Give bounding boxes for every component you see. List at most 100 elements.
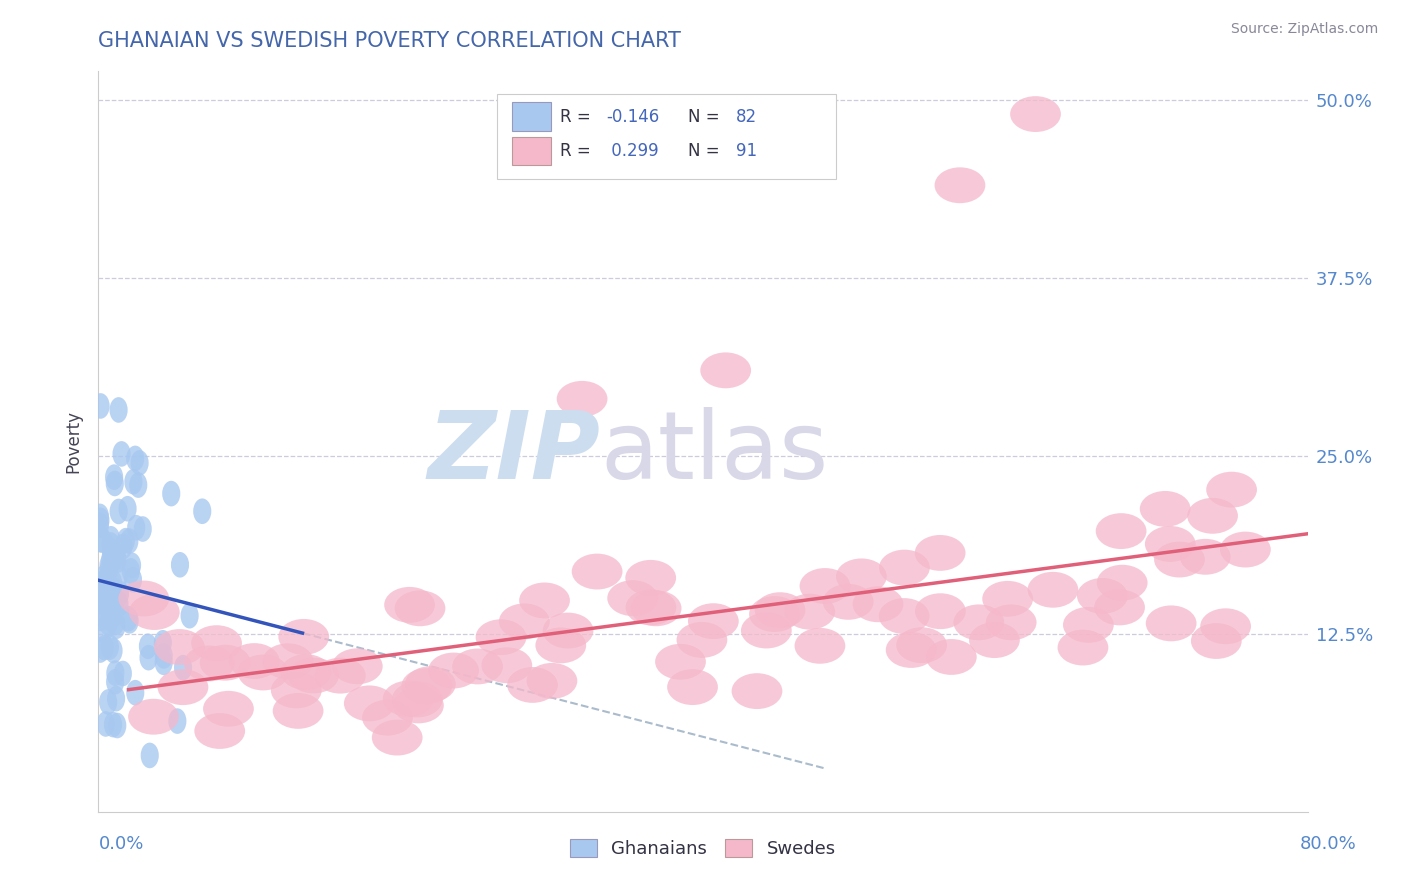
Ellipse shape [105,669,124,695]
Text: R =: R = [561,108,596,126]
Ellipse shape [134,516,152,541]
Ellipse shape [519,582,569,618]
Ellipse shape [499,604,550,640]
Ellipse shape [953,605,1004,640]
Ellipse shape [278,619,329,655]
Ellipse shape [103,538,121,564]
Ellipse shape [91,508,110,533]
Text: 82: 82 [735,108,756,126]
Ellipse shape [141,743,159,768]
Ellipse shape [1144,526,1195,562]
Ellipse shape [453,648,503,684]
Ellipse shape [98,690,117,714]
Ellipse shape [101,533,120,558]
Ellipse shape [1187,498,1237,533]
FancyBboxPatch shape [498,94,837,178]
Ellipse shape [280,654,332,690]
Ellipse shape [91,512,110,538]
Ellipse shape [394,688,444,723]
Ellipse shape [536,627,586,664]
Ellipse shape [800,568,851,604]
Ellipse shape [139,633,157,659]
Ellipse shape [97,711,115,737]
Y-axis label: Poverty: Poverty [65,410,83,473]
Ellipse shape [1010,96,1062,132]
Ellipse shape [96,591,114,616]
Ellipse shape [475,619,526,655]
Ellipse shape [429,653,479,689]
Ellipse shape [1191,624,1241,659]
Ellipse shape [983,581,1033,616]
Ellipse shape [572,554,623,590]
Ellipse shape [124,567,142,592]
Ellipse shape [1201,608,1251,644]
FancyBboxPatch shape [512,137,551,165]
Ellipse shape [108,713,127,739]
Ellipse shape [91,504,110,529]
Ellipse shape [526,663,578,698]
Ellipse shape [1057,630,1108,665]
Ellipse shape [823,584,873,620]
Ellipse shape [200,645,250,681]
Ellipse shape [969,623,1019,658]
Ellipse shape [557,381,607,417]
Ellipse shape [131,450,149,475]
Ellipse shape [271,673,322,708]
Ellipse shape [384,587,434,623]
Ellipse shape [104,602,122,628]
Ellipse shape [172,552,188,578]
Ellipse shape [91,637,110,663]
Ellipse shape [731,673,782,709]
Ellipse shape [93,527,111,553]
Ellipse shape [194,713,245,749]
Ellipse shape [91,527,110,553]
Ellipse shape [117,528,135,553]
Ellipse shape [100,553,118,578]
Ellipse shape [155,643,173,669]
Ellipse shape [1146,606,1197,641]
Ellipse shape [111,581,129,607]
Ellipse shape [263,643,314,679]
Ellipse shape [129,472,148,498]
Text: 0.0%: 0.0% [98,835,143,853]
Text: R =: R = [561,143,596,161]
Ellipse shape [153,630,172,656]
Ellipse shape [315,657,366,694]
Ellipse shape [98,604,117,630]
Ellipse shape [107,609,125,635]
Ellipse shape [202,690,254,727]
Ellipse shape [1077,578,1128,614]
Ellipse shape [100,591,118,617]
Ellipse shape [105,465,124,490]
Text: N =: N = [689,143,725,161]
Text: 80.0%: 80.0% [1301,835,1357,853]
Ellipse shape [94,566,112,591]
Ellipse shape [288,657,339,693]
Ellipse shape [1206,472,1257,508]
Ellipse shape [935,168,986,203]
Ellipse shape [741,613,792,648]
Ellipse shape [749,596,800,632]
Ellipse shape [676,622,727,657]
Ellipse shape [121,528,138,554]
Ellipse shape [543,613,593,648]
Ellipse shape [94,617,112,643]
Ellipse shape [105,595,124,621]
Ellipse shape [112,441,131,467]
Ellipse shape [169,708,187,734]
Ellipse shape [1154,541,1205,577]
Ellipse shape [915,535,966,571]
Ellipse shape [688,603,738,640]
FancyBboxPatch shape [512,103,551,130]
Ellipse shape [105,471,124,496]
Ellipse shape [481,648,533,683]
Ellipse shape [118,581,169,616]
Ellipse shape [118,496,136,522]
Ellipse shape [101,634,120,660]
Ellipse shape [193,499,211,524]
Ellipse shape [114,533,132,559]
Ellipse shape [1180,539,1230,574]
Ellipse shape [794,628,845,664]
Ellipse shape [100,611,118,636]
Ellipse shape [93,588,111,613]
